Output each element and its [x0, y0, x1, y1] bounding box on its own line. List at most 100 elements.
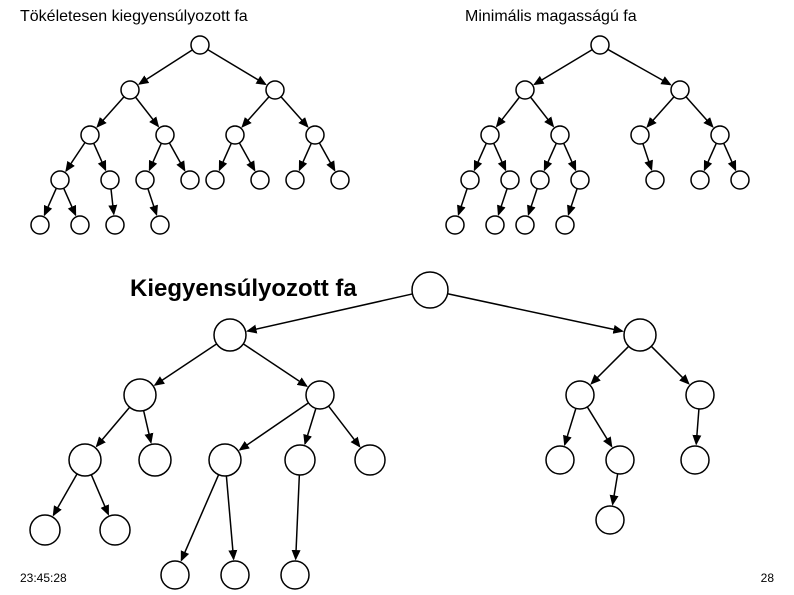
tree-edge [498, 189, 507, 215]
tree-edge [474, 143, 486, 170]
tree-node [731, 171, 749, 189]
tree-node [531, 171, 549, 189]
tree-edge [686, 97, 713, 127]
tree-edge [239, 143, 254, 171]
tree-node [646, 171, 664, 189]
tree-edge [208, 50, 266, 85]
tree-edge [564, 143, 576, 170]
tree-node [209, 444, 241, 476]
tree-edge [243, 344, 306, 386]
tree-node [71, 216, 89, 234]
tree-edge [248, 294, 413, 331]
tree-edge [91, 475, 108, 515]
tree-node [221, 561, 249, 589]
tree-node [51, 171, 69, 189]
tree-edge [704, 143, 716, 170]
tree-edge [497, 97, 520, 126]
tree-edge [544, 143, 556, 170]
tree-node [516, 81, 534, 99]
tree-node [285, 445, 315, 475]
tree-edge [568, 189, 577, 215]
tree-node [124, 379, 156, 411]
tree-node [136, 171, 154, 189]
tree-edge [149, 143, 161, 170]
tree-node [681, 446, 709, 474]
tree-edge [494, 143, 506, 170]
tree-node [214, 319, 246, 351]
tree-node [556, 216, 574, 234]
tree-edge [531, 97, 554, 126]
tree-edge [242, 97, 269, 127]
tree-node [546, 446, 574, 474]
tree-node [711, 126, 729, 144]
tree-node [31, 216, 49, 234]
tree-node [266, 81, 284, 99]
tree-edge [528, 189, 537, 215]
tree-node [161, 561, 189, 589]
tree-edge [240, 403, 309, 450]
tree-node [486, 216, 504, 234]
tree-node [671, 81, 689, 99]
tree-edge [226, 476, 233, 559]
tree-node [355, 445, 385, 475]
tree-node [100, 515, 130, 545]
tree-edge [587, 407, 611, 446]
tree-edge [66, 142, 85, 170]
tree-node [226, 126, 244, 144]
tree-node [251, 171, 269, 189]
tree-node [446, 216, 464, 234]
tree-edge [608, 49, 671, 84]
tree-edge [647, 97, 674, 127]
tree-edge [148, 189, 157, 215]
tree-edge [97, 407, 130, 446]
tree-edge [534, 50, 592, 85]
tree-edge [136, 97, 159, 126]
tree-node [206, 171, 224, 189]
tree-node [551, 126, 569, 144]
tree-node [631, 126, 649, 144]
tree-node [151, 216, 169, 234]
tree-node [191, 36, 209, 54]
tree-node [101, 171, 119, 189]
tree-node [566, 381, 594, 409]
tree-node [121, 81, 139, 99]
tree-node [501, 171, 519, 189]
tree-node [181, 171, 199, 189]
trees-svg [0, 0, 794, 595]
tree-edge [458, 189, 467, 215]
tree-node [286, 171, 304, 189]
tree-edge [169, 143, 184, 171]
tree-edge [94, 143, 106, 170]
tree-edge [613, 474, 618, 504]
tree-edge [724, 143, 736, 170]
tree-node [156, 126, 174, 144]
tree-node [516, 216, 534, 234]
tree-edge [155, 344, 217, 385]
tree-node [461, 171, 479, 189]
tree-node [106, 216, 124, 234]
tree-node [306, 126, 324, 144]
tree-node [596, 506, 624, 534]
tree-node [306, 381, 334, 409]
tree-node [412, 272, 448, 308]
tree-node [30, 515, 60, 545]
tree-node [331, 171, 349, 189]
tree-edge [696, 409, 699, 444]
tree-edge [219, 143, 231, 170]
tree-node [81, 126, 99, 144]
tree-edge [44, 188, 56, 215]
tree-edge [181, 475, 218, 561]
tree-node [624, 319, 656, 351]
tree-edge [296, 475, 300, 559]
tree-edge [651, 346, 688, 383]
tree-node [571, 171, 589, 189]
tree-edge [53, 474, 77, 515]
tree-edge [329, 406, 360, 446]
tree-node [481, 126, 499, 144]
tree-node [281, 561, 309, 589]
tree-edge [565, 408, 576, 444]
tree-node [606, 446, 634, 474]
tree-node [686, 381, 714, 409]
tree-edge [281, 97, 308, 127]
tree-node [69, 444, 101, 476]
